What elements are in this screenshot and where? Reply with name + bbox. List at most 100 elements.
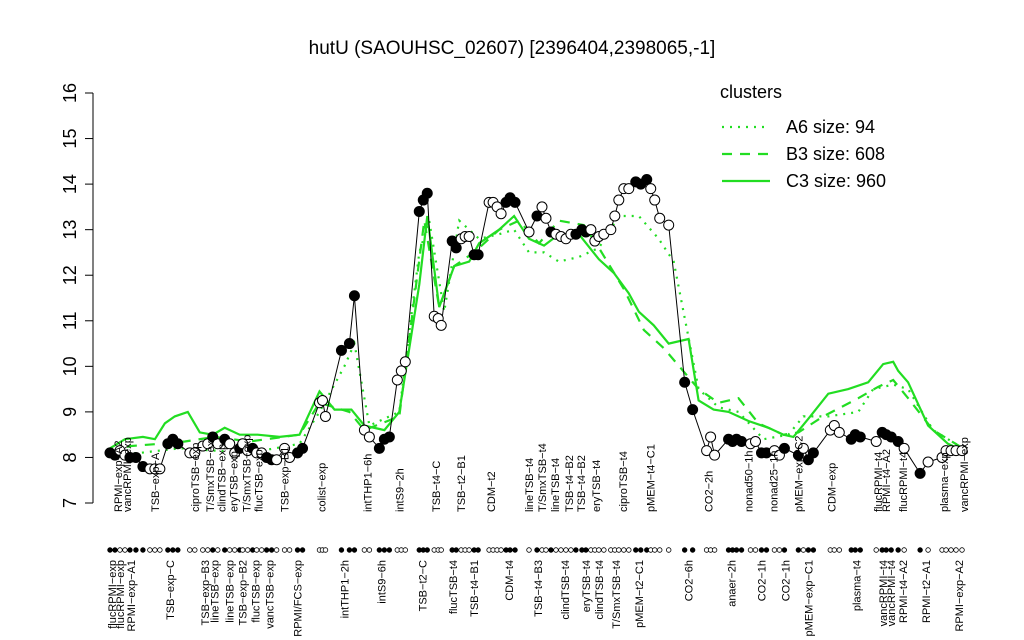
data-point [319, 410, 331, 422]
sample-label: RPMI/FCS−exp [293, 560, 305, 637]
rug-mark [883, 547, 889, 553]
sample-label: anaer−2h [727, 560, 739, 607]
data-point [679, 376, 691, 388]
rug-mark [268, 547, 275, 553]
data-point [540, 212, 552, 224]
rug-mark [738, 547, 745, 553]
sample-label: clindTSB−t4 [560, 560, 572, 620]
rug-mark [771, 547, 778, 553]
sample-label: CO2−2h [704, 471, 716, 512]
sample-label: RPMI−t2−A1 [921, 560, 933, 623]
rug-mark [959, 547, 965, 553]
rug-mark [366, 547, 373, 553]
rug-mark [322, 547, 329, 553]
sample-label: flucTSB−t4 [448, 560, 460, 614]
rug-mark [351, 547, 358, 553]
rug-mark [498, 547, 504, 553]
sample-label: TSB−exp−B3 [200, 560, 212, 625]
rug-mark [361, 547, 368, 553]
sample-label: intS9−6h [376, 560, 388, 604]
sample-label: ciproTSB−t4 [618, 451, 630, 512]
data-point [807, 447, 819, 459]
rug-mark [795, 547, 802, 553]
rug-mark [553, 547, 559, 553]
sample-label: CDM−t4 [504, 560, 516, 601]
sample-label: pMEM−t4−C1 [646, 444, 658, 512]
sample-label: CO2−6h [684, 560, 696, 601]
rug-mark [526, 547, 532, 553]
rug-mark [402, 547, 409, 553]
rug-mark [263, 547, 270, 553]
sample-label: intTHP1−6h [362, 454, 374, 512]
rug-mark [681, 547, 688, 553]
rug-mark [776, 547, 783, 553]
legend-label: C3 size: 960 [786, 171, 886, 191]
sample-label: RPMI−exp−A2 [954, 560, 966, 632]
rug-mark [215, 547, 221, 553]
data-point [363, 431, 375, 443]
rug-mark [901, 547, 907, 553]
rug-mark [758, 547, 765, 553]
rug-mark [133, 547, 139, 553]
rug-mark [548, 547, 554, 553]
sample-label: TSB−exp−A [150, 452, 162, 512]
sample-label: TSB−t4−B2 [564, 455, 576, 512]
data-point [297, 442, 309, 454]
rug-mark [925, 547, 931, 553]
y-tick-label: 16 [60, 83, 80, 103]
rug-mark [943, 547, 949, 553]
y-tick-label: 9 [60, 407, 80, 417]
rug-mark [831, 547, 838, 553]
rug-mark [346, 547, 353, 553]
data-point [463, 231, 475, 242]
rug-mark [424, 547, 430, 553]
rug-mark [711, 547, 718, 553]
data-point [797, 442, 809, 454]
y-tick-label: 14 [60, 174, 80, 194]
sample-label: TSB−exp−B2 [238, 560, 250, 625]
sample-label: intS9−2h [394, 468, 406, 512]
data-point [585, 224, 597, 236]
data-point [154, 463, 166, 475]
data-point [922, 456, 934, 468]
rug-mark [107, 547, 113, 553]
rug-mark [127, 547, 133, 553]
y-tick-label: 11 [60, 311, 80, 330]
rug-mark [543, 547, 549, 553]
sample-label: clindTSB−t4 [594, 560, 606, 620]
data-point [413, 205, 425, 217]
sample-label: vancTSB−exp [265, 560, 277, 629]
data-point [854, 431, 866, 443]
rug-mark [836, 547, 842, 553]
sample-label: colist−exp [316, 463, 328, 512]
rug-mark [626, 547, 632, 553]
rug-mark [231, 547, 238, 553]
sample-label: CO2−1h [756, 560, 768, 601]
rug-mark [852, 547, 858, 553]
rug-mark [616, 547, 622, 553]
data-point [343, 338, 355, 350]
sample-label: RPMI−exp−A1 [126, 560, 138, 632]
sample-label: lineTSB−t4 [524, 458, 536, 512]
data-point [335, 344, 347, 356]
rug-mark [689, 547, 696, 553]
sample-label: CDM−exp [826, 463, 838, 512]
data-point [649, 194, 661, 206]
sample-label: eryTSB−t4 [581, 560, 593, 612]
rug-mark [338, 547, 345, 553]
rug-mark [381, 547, 388, 553]
rug-mark [805, 547, 812, 553]
sample-label: pMEM−exp−C1 [803, 560, 815, 636]
rug-mark [583, 547, 589, 553]
data-point [172, 438, 184, 450]
rug-mark [747, 547, 754, 553]
y-tick-label: 12 [60, 265, 80, 285]
rug-mark [733, 547, 740, 553]
y-tick-label: 10 [60, 356, 80, 376]
rug-mark [453, 547, 459, 553]
rug-mark [152, 547, 158, 553]
rug-mark [438, 547, 444, 553]
data-point [687, 404, 699, 416]
rug-mark [800, 547, 807, 553]
